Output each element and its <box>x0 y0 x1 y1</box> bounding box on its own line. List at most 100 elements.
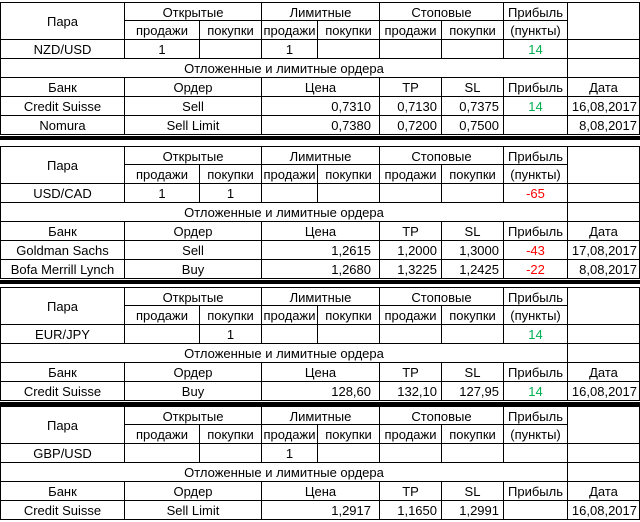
open-header: Открытые <box>125 287 262 306</box>
limit-buys-value <box>318 325 380 344</box>
order-row: Nomura Sell Limit 0,7380 0,7200 0,7500 8,08,2… <box>0 116 640 135</box>
limit-header: Лимитные <box>262 2 380 21</box>
empty-cell <box>568 344 640 363</box>
pair-header: Пара <box>0 146 125 184</box>
pending-orders-title: Отложенные и лимитные ордера <box>0 344 568 363</box>
order-price: 0,7310 <box>262 97 380 116</box>
empty-cell <box>568 203 640 222</box>
stop-sells-value <box>380 40 442 59</box>
pair-name: USD/CAD <box>0 184 125 203</box>
order-price: 1,2917 <box>262 501 380 520</box>
stop-header: Стоповые <box>380 2 504 21</box>
orders-price-header: Цена <box>262 78 380 97</box>
stop-sells-value <box>380 444 442 463</box>
order-profit <box>504 116 568 135</box>
order-type: Sell <box>125 97 262 116</box>
stop-header: Стоповые <box>380 146 504 165</box>
orders-tp-header: TP <box>380 78 442 97</box>
order-date: 8,08,2017 <box>568 116 640 135</box>
stop-buys-value <box>442 184 504 203</box>
sells-subheader: продажи <box>262 165 318 184</box>
order-profit: 14 <box>504 382 568 401</box>
orders-order-header: Ордер <box>125 78 262 97</box>
orders-sl-header: SL <box>442 78 504 97</box>
orders-tp-header: TP <box>380 482 442 501</box>
open-sells-value: 1 <box>125 40 200 59</box>
order-tp: 0,7200 <box>380 116 442 135</box>
orders-header-row: Банк Ордер Цена TP SL Прибыль Дата <box>0 363 640 382</box>
pending-orders-title-row: Отложенные и лимитные ордера <box>0 203 640 222</box>
empty-cell <box>568 184 640 203</box>
orders-bank-header: Банк <box>0 78 125 97</box>
limit-header: Лимитные <box>262 287 380 306</box>
order-profit <box>504 501 568 520</box>
summary-header-row: Пара Открытые Лимитные Стоповые Прибыль <box>0 146 640 184</box>
order-sl: 1,2425 <box>442 260 504 279</box>
empty-cell <box>568 463 640 482</box>
pair-block-gbp-usd: Пара Открытые Лимитные Стоповые Прибыль прода… <box>0 406 640 520</box>
buys-subheader: покупки <box>442 425 504 444</box>
buys-subheader: покупки <box>318 306 380 325</box>
stop-buys-value <box>442 444 504 463</box>
order-date: 8,08,2017 <box>568 260 640 279</box>
orders-profit-header: Прибыль <box>504 482 568 501</box>
order-sl: 127,95 <box>442 382 504 401</box>
order-profit: -43 <box>504 241 568 260</box>
orders-bank-header: Банк <box>0 363 125 382</box>
pair-summary-row: NZD/USD 1 1 14 <box>0 40 640 59</box>
sells-subheader: продажи <box>262 21 318 40</box>
open-header: Открытые <box>125 2 262 21</box>
open-header: Открытые <box>125 406 262 425</box>
limit-sells-value: 1 <box>262 40 318 59</box>
empty-cell <box>568 444 640 463</box>
orders-order-header: Ордер <box>125 363 262 382</box>
points-subheader: (пункты) <box>504 21 568 40</box>
block-separator <box>0 280 640 284</box>
profit-header: Прибыль <box>504 2 568 21</box>
summary-header-row: Пара Открытые Лимитные Стоповые Прибыль <box>0 287 640 325</box>
order-type: Sell Limit <box>125 501 262 520</box>
stop-sells-value <box>380 325 442 344</box>
pair-summary-row: EUR/JPY 1 14 <box>0 325 640 344</box>
pair-name: NZD/USD <box>0 40 125 59</box>
orders-price-header: Цена <box>262 222 380 241</box>
buys-subheader: покупки <box>442 306 504 325</box>
limit-sells-value <box>262 184 318 203</box>
open-sells-value: 1 <box>125 184 200 203</box>
pair-summary-row: GBP/USD 1 <box>0 444 640 463</box>
orders-sl-header: SL <box>442 222 504 241</box>
orders-date-header: Дата <box>568 363 640 382</box>
empty-cell <box>568 59 640 78</box>
order-date: 16,08,2017 <box>568 97 640 116</box>
order-date: 16,08,2017 <box>568 501 640 520</box>
order-price: 1,2680 <box>262 260 380 279</box>
order-type: Buy <box>125 260 262 279</box>
pair-name: GBP/USD <box>0 444 125 463</box>
orders-profit-header: Прибыль <box>504 78 568 97</box>
orders-header-row: Банк Ордер Цена TP SL Прибыль Дата <box>0 482 640 501</box>
order-tp: 1,1650 <box>380 501 442 520</box>
pair-profit-value: 14 <box>504 325 568 344</box>
open-buys-value <box>200 444 262 463</box>
stop-buys-value <box>442 40 504 59</box>
summary-subheader-row: продажи покупки продажи покупки продажи покуп… <box>0 21 640 40</box>
orders-date-header: Дата <box>568 222 640 241</box>
sells-subheader: продажи <box>380 425 442 444</box>
points-subheader: (пункты) <box>504 425 568 444</box>
sells-subheader: продажи <box>380 306 442 325</box>
profit-header: Прибыль <box>504 287 568 306</box>
limit-header: Лимитные <box>262 146 380 165</box>
open-sells-value <box>125 325 200 344</box>
order-row: Credit Suisse Buy 128,60 132,10 127,95 14 16,0… <box>0 382 640 401</box>
buys-subheader: покупки <box>442 165 504 184</box>
sells-subheader: продажи <box>125 306 200 325</box>
stop-header: Стоповые <box>380 287 504 306</box>
pair-profit-value <box>504 444 568 463</box>
order-bank: Credit Suisse <box>0 501 125 520</box>
orders-price-header: Цена <box>262 482 380 501</box>
order-row: Bofa Merrill Lynch Buy 1,2680 1,3225 1,2425-… <box>0 260 640 279</box>
stop-sells-value <box>380 184 442 203</box>
order-row: Credit Suisse Sell 0,7310 0,7130 0,7375 14 16,… <box>0 97 640 116</box>
stop-header: Стоповые <box>380 406 504 425</box>
open-buys-value <box>200 40 262 59</box>
